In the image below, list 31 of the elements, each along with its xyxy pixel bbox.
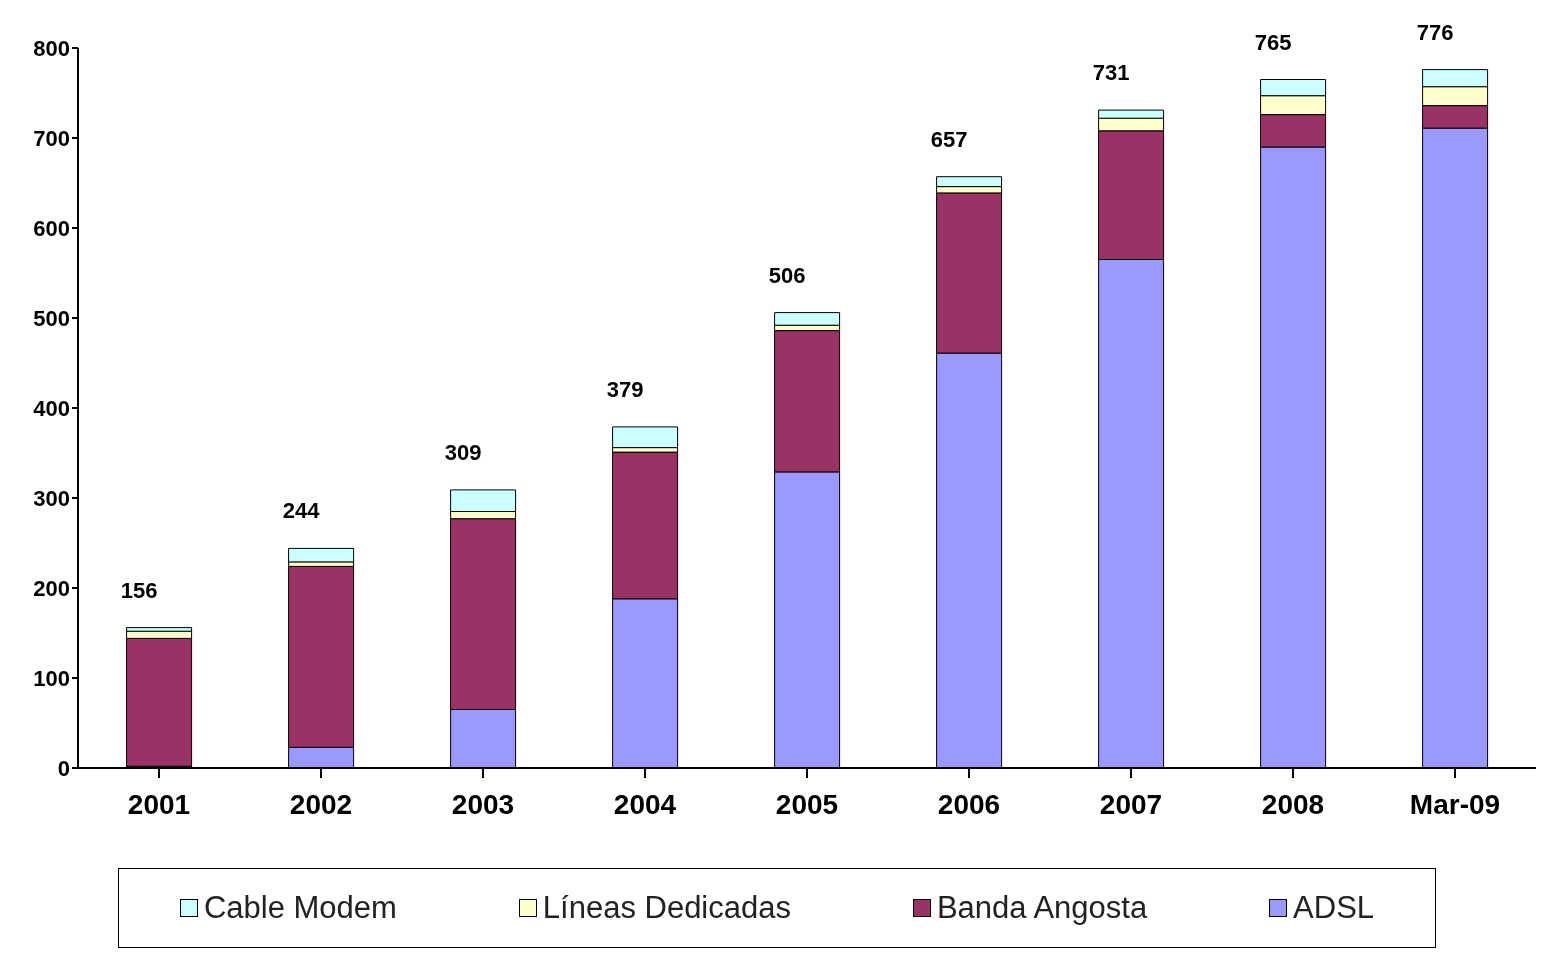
x-tick-label: 2007 xyxy=(1099,788,1163,820)
x-tick-label: 2002 xyxy=(289,788,353,820)
y-tick-label: 200 xyxy=(33,575,70,601)
y-tick-label: 400 xyxy=(33,395,70,421)
y-tick-label: 100 xyxy=(33,665,70,691)
total-label: 244 xyxy=(282,498,321,524)
legend-label: ADSL xyxy=(1293,890,1375,926)
x-tick-label: 2008 xyxy=(1261,788,1325,820)
total-label: 657 xyxy=(930,126,968,152)
y-tick-label: 500 xyxy=(33,305,70,331)
legend-label: Banda Angosta xyxy=(936,890,1148,926)
y-tick-label: 600 xyxy=(33,215,70,241)
total-label: 506 xyxy=(768,262,806,288)
total-label: 765 xyxy=(1254,29,1292,55)
x-tick-label: 2006 xyxy=(937,788,1001,820)
x-tick-label: 2004 xyxy=(613,788,677,820)
x-tick-label: 2001 xyxy=(127,788,191,820)
total-label: 156 xyxy=(120,577,158,603)
total-label: 379 xyxy=(606,376,644,402)
total-label: 309 xyxy=(444,439,482,465)
legend-label: Cable Modem xyxy=(203,890,397,926)
legend-label: Líneas Dedicadas xyxy=(542,890,791,926)
x-tick-label: Mar-09 xyxy=(1409,788,1501,820)
total-label: 731 xyxy=(1092,60,1130,86)
x-tick-label: 2003 xyxy=(451,788,515,820)
x-tick-label: 2005 xyxy=(775,788,839,820)
y-tick-label: 0 xyxy=(57,755,70,781)
y-tick-label: 300 xyxy=(33,485,70,511)
y-tick-label: 700 xyxy=(33,125,70,151)
y-tick-label: 800 xyxy=(33,35,70,61)
total-label: 776 xyxy=(1416,19,1454,45)
